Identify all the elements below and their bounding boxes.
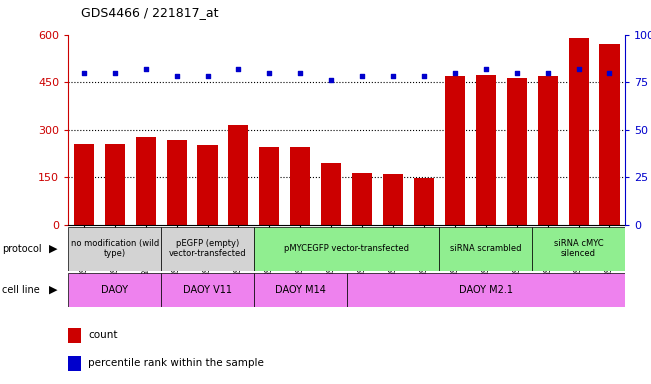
Point bbox=[202, 73, 213, 79]
Point bbox=[512, 70, 522, 76]
Bar bbox=[161, 227, 254, 271]
Bar bbox=[568, 38, 589, 225]
Text: protocol: protocol bbox=[2, 243, 42, 254]
Bar bbox=[135, 137, 156, 225]
Text: DAOY M14: DAOY M14 bbox=[275, 285, 326, 295]
Bar bbox=[68, 273, 161, 307]
Bar bbox=[476, 75, 496, 225]
Bar bbox=[321, 163, 341, 225]
Text: no modification (wild
type): no modification (wild type) bbox=[70, 239, 159, 258]
Bar bbox=[74, 144, 94, 225]
Text: cell line: cell line bbox=[2, 285, 40, 295]
Point bbox=[171, 73, 182, 79]
Bar bbox=[68, 328, 81, 343]
Point bbox=[388, 73, 398, 79]
Point bbox=[357, 73, 367, 79]
Point bbox=[574, 66, 584, 72]
Bar bbox=[506, 78, 527, 225]
Point bbox=[326, 77, 337, 83]
Bar bbox=[352, 173, 372, 225]
Bar bbox=[259, 147, 279, 225]
Point bbox=[109, 70, 120, 76]
Bar bbox=[414, 178, 434, 225]
Bar bbox=[600, 44, 620, 225]
Text: DAOY: DAOY bbox=[102, 285, 128, 295]
Point bbox=[264, 70, 275, 76]
Bar bbox=[346, 273, 625, 307]
Text: pEGFP (empty)
vector-transfected: pEGFP (empty) vector-transfected bbox=[169, 239, 246, 258]
Point bbox=[233, 66, 243, 72]
Bar bbox=[197, 145, 217, 225]
Bar bbox=[105, 144, 125, 225]
Text: siRNA cMYC
silenced: siRNA cMYC silenced bbox=[554, 239, 603, 258]
Bar bbox=[439, 227, 532, 271]
Text: GDS4466 / 221817_at: GDS4466 / 221817_at bbox=[81, 6, 219, 19]
Bar bbox=[229, 125, 249, 225]
Point bbox=[542, 70, 553, 76]
Point bbox=[480, 66, 491, 72]
Bar bbox=[68, 227, 161, 271]
Point bbox=[604, 70, 615, 76]
Text: pMYCEGFP vector-transfected: pMYCEGFP vector-transfected bbox=[284, 244, 409, 253]
Bar bbox=[538, 76, 558, 225]
Bar bbox=[161, 273, 254, 307]
Text: DAOY V11: DAOY V11 bbox=[183, 285, 232, 295]
Bar bbox=[532, 227, 625, 271]
Point bbox=[295, 70, 305, 76]
Bar bbox=[383, 174, 403, 225]
Point bbox=[79, 70, 89, 76]
Point bbox=[141, 66, 151, 72]
Bar bbox=[445, 76, 465, 225]
Bar bbox=[68, 356, 81, 371]
Bar bbox=[254, 227, 439, 271]
Bar bbox=[254, 273, 346, 307]
Text: ▶: ▶ bbox=[49, 243, 58, 254]
Text: count: count bbox=[88, 331, 118, 341]
Text: DAOY M2.1: DAOY M2.1 bbox=[459, 285, 513, 295]
Text: siRNA scrambled: siRNA scrambled bbox=[450, 244, 521, 253]
Bar bbox=[167, 140, 187, 225]
Point bbox=[419, 73, 429, 79]
Text: ▶: ▶ bbox=[49, 285, 58, 295]
Point bbox=[450, 70, 460, 76]
Bar bbox=[290, 147, 311, 225]
Text: percentile rank within the sample: percentile rank within the sample bbox=[88, 358, 264, 368]
